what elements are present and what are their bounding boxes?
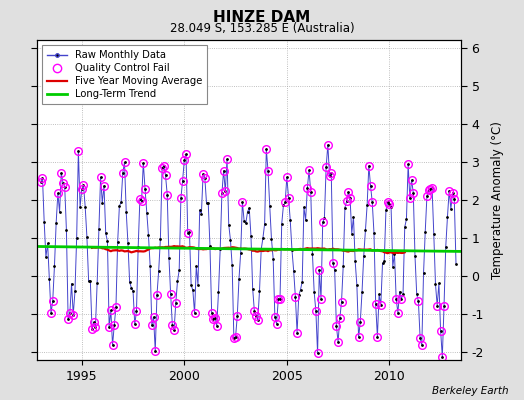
Text: HINZE DAM: HINZE DAM: [213, 10, 311, 25]
Y-axis label: Temperature Anomaly (°C): Temperature Anomaly (°C): [491, 121, 504, 279]
Text: Berkeley Earth: Berkeley Earth: [432, 386, 508, 396]
Text: 28.049 S, 153.285 E (Australia): 28.049 S, 153.285 E (Australia): [170, 22, 354, 35]
Legend: Raw Monthly Data, Quality Control Fail, Five Year Moving Average, Long-Term Tren: Raw Monthly Data, Quality Control Fail, …: [42, 45, 207, 104]
